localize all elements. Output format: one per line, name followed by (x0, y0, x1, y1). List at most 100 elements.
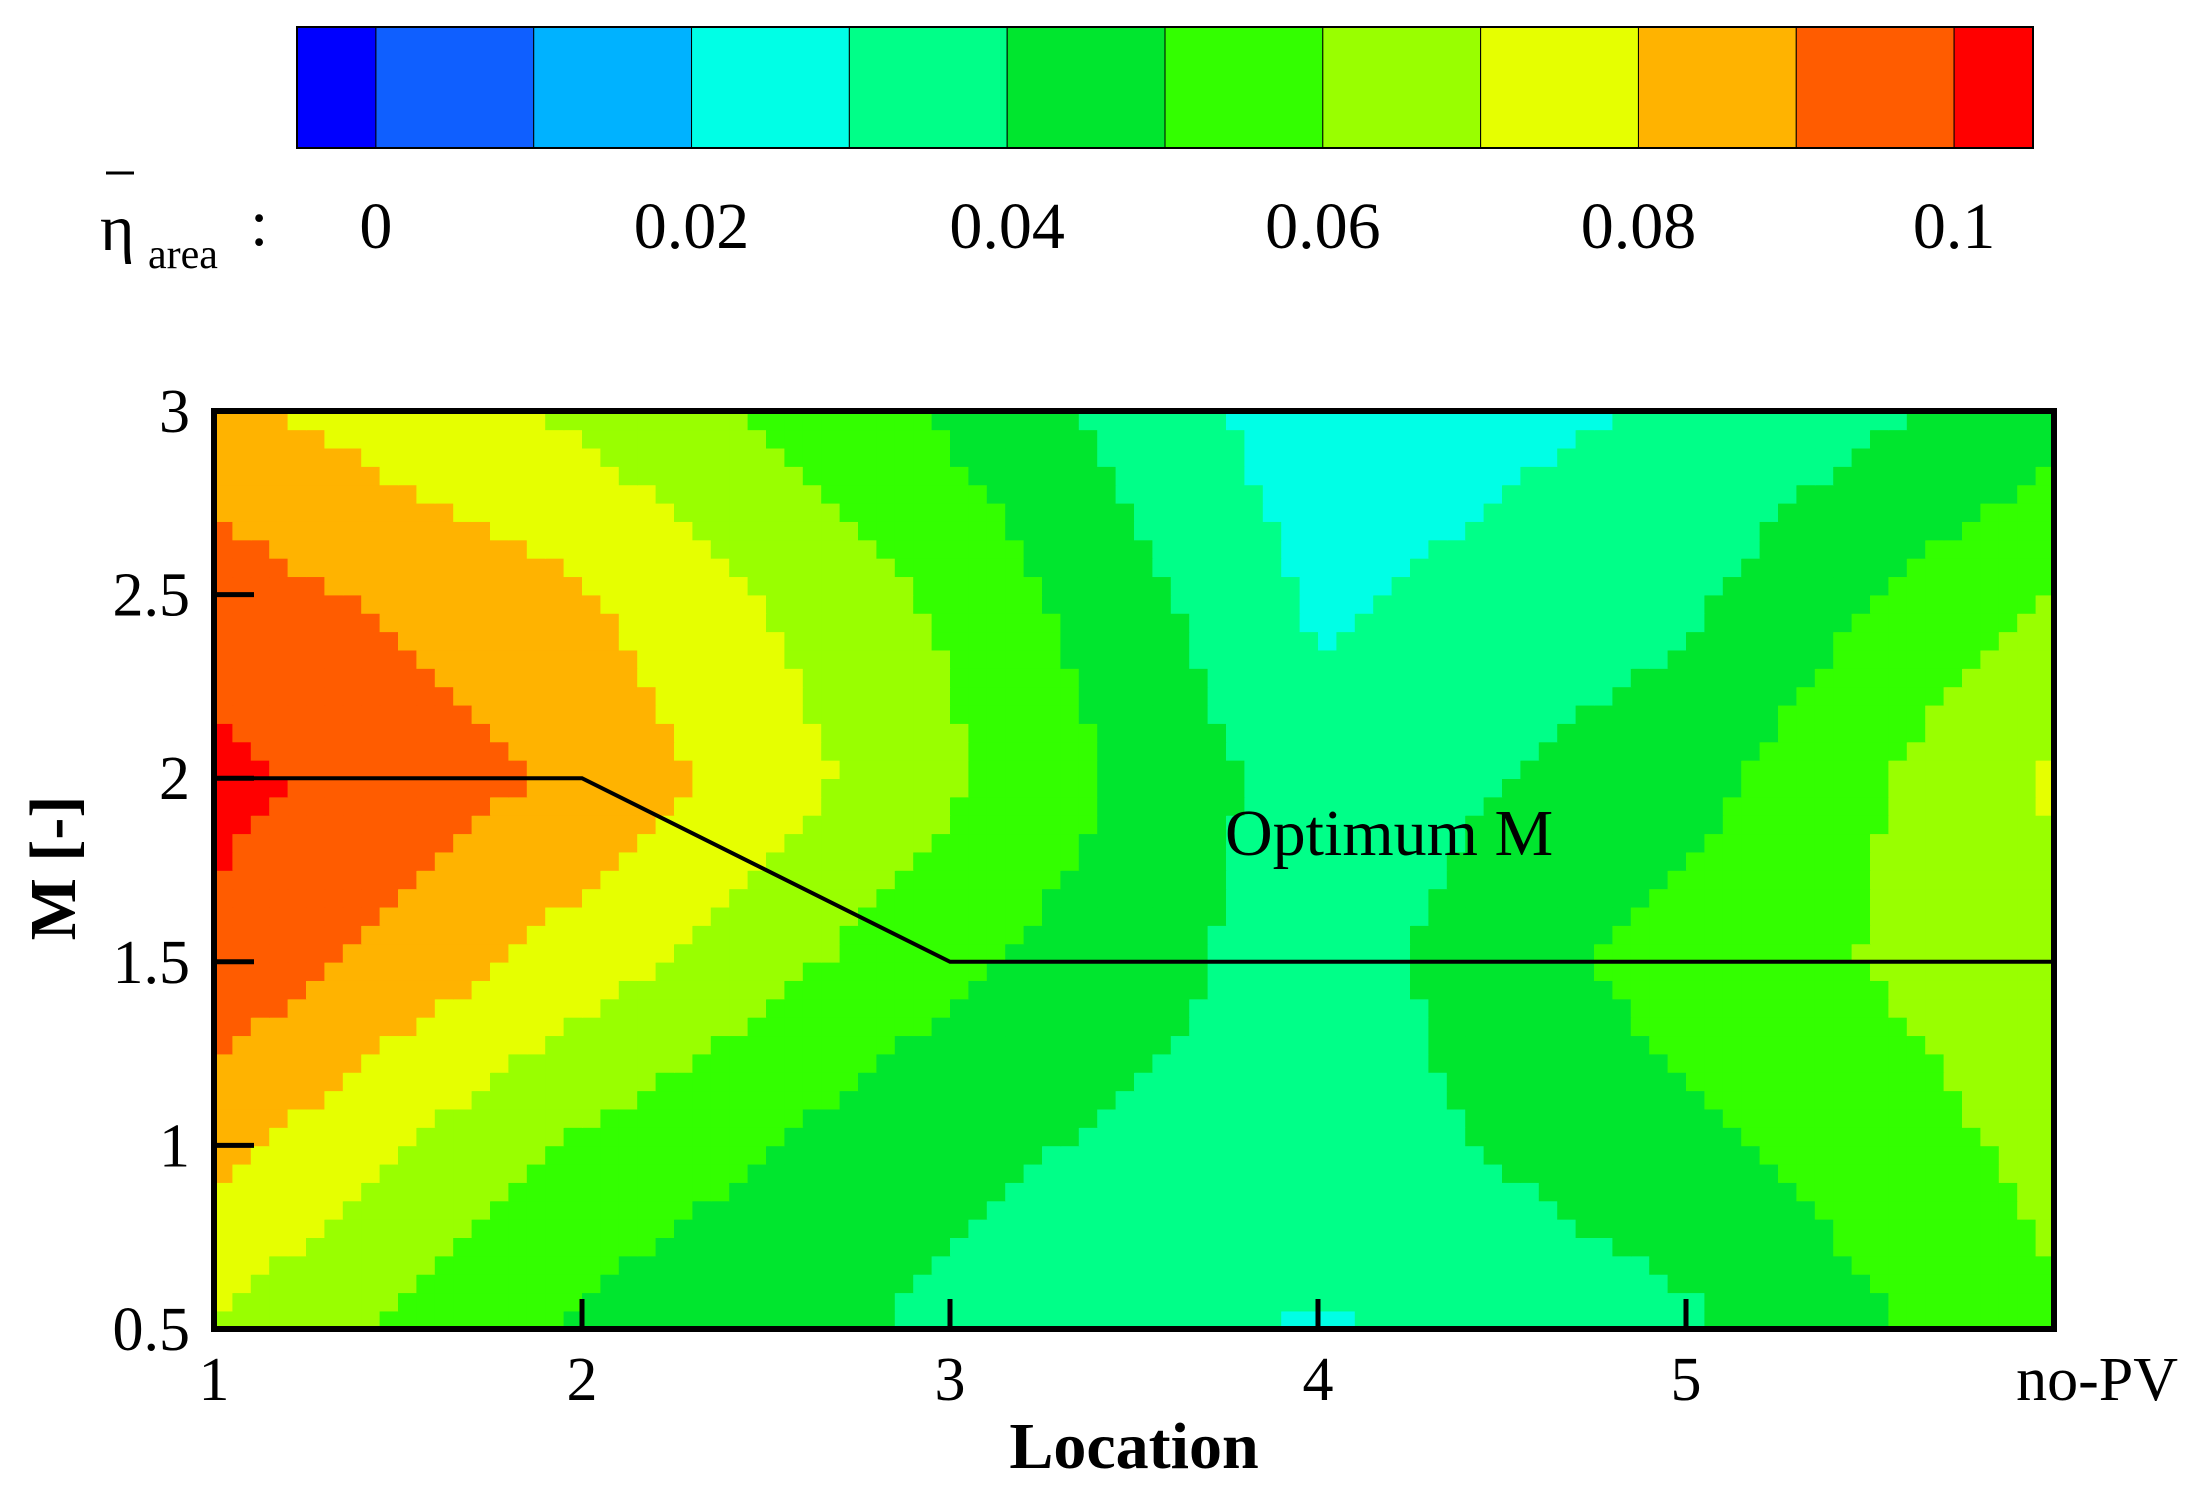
contour-cell (1722, 631, 1742, 651)
contour-cell (1299, 980, 1319, 1000)
contour-cell (931, 906, 951, 926)
contour-cell (1391, 557, 1411, 578)
contour-cell (1925, 1127, 1945, 1147)
contour-cell (1906, 814, 1926, 835)
contour-cell (508, 649, 528, 669)
contour-cell (545, 1016, 565, 1037)
contour-cell (434, 870, 454, 890)
contour-cell (1042, 466, 1062, 486)
contour-cell (1870, 594, 1890, 614)
contour-cell (1465, 1218, 1485, 1238)
contour-cell (1170, 1071, 1190, 1092)
contour-cell (766, 814, 786, 835)
contour-cell (1906, 502, 1926, 522)
contour-cell (1906, 631, 1926, 651)
contour-cell (766, 539, 786, 559)
contour-cell (269, 594, 289, 614)
contour-cell (1906, 521, 1926, 541)
contour-cell (1520, 704, 1540, 724)
contour-cell (471, 539, 491, 559)
contour-cell (1410, 888, 1430, 908)
contour-cell (1391, 778, 1411, 798)
contour-cell (674, 1127, 694, 1147)
contour-cell (1170, 1053, 1190, 1073)
contour-cell (1244, 1255, 1264, 1275)
contour-cell (1299, 1053, 1319, 1073)
contour-cell (1097, 814, 1117, 835)
contour-cell (1446, 1145, 1466, 1165)
contour-cell (1925, 1071, 1945, 1092)
contour-cell (821, 447, 841, 467)
contour-cell (1630, 612, 1650, 633)
contour-cell (2035, 502, 2054, 522)
contour-cell (858, 870, 878, 890)
contour-cell (747, 759, 767, 779)
contour-cell (1888, 1273, 1908, 1294)
contour-cell (1097, 870, 1117, 890)
contour-cell (1134, 814, 1154, 835)
contour-cell (1667, 1273, 1687, 1294)
contour-cell (710, 1218, 730, 1238)
contour-cell (214, 814, 234, 835)
contour-cell (1244, 576, 1264, 596)
contour-cell (1722, 1200, 1742, 1220)
contour-cell (1428, 778, 1448, 798)
contour-cell (526, 888, 546, 908)
contour-cell (1207, 1163, 1227, 1183)
contour-cell (1097, 1182, 1117, 1202)
contour-cell (1502, 1255, 1522, 1275)
contour-cell (968, 1310, 988, 1329)
contour-cell (968, 1273, 988, 1294)
contour-cell (379, 557, 399, 578)
contour-cell (526, 833, 546, 853)
contour-cell (1244, 741, 1264, 761)
contour-cell (287, 411, 307, 431)
contour-cell (434, 594, 454, 614)
contour-cell (324, 612, 344, 633)
contour-cell (287, 741, 307, 761)
contour-cell (250, 557, 270, 578)
contour-cell (1483, 1200, 1503, 1220)
contour-cell (508, 576, 528, 596)
contour-cell (784, 778, 804, 798)
contour-cell (1336, 778, 1356, 798)
contour-cell (1023, 1071, 1043, 1092)
contour-cell (839, 906, 859, 926)
contour-cell (1980, 980, 2000, 1000)
contour-cell (784, 925, 804, 945)
contour-cell (968, 429, 988, 449)
contour-cell (1520, 521, 1540, 541)
contour-cell (1428, 814, 1448, 835)
contour-cell (1483, 1292, 1503, 1312)
contour-cell (1152, 925, 1172, 945)
contour-cell (545, 1127, 565, 1147)
contour-cell (324, 870, 344, 890)
contour-cell (379, 521, 399, 541)
contour-cell (490, 1053, 510, 1073)
contour-cell (1741, 778, 1761, 798)
contour-cell (729, 851, 749, 871)
contour-cell (269, 778, 289, 798)
contour-cell (1170, 704, 1190, 724)
contour-cell (1538, 1053, 1558, 1073)
contour-cell (471, 925, 491, 945)
contour-cell (416, 961, 436, 981)
contour-cell (1612, 1182, 1632, 1202)
contour-cell (1630, 851, 1650, 871)
contour-cell (342, 466, 362, 486)
contour-cell (379, 466, 399, 486)
contour-cell (1244, 502, 1264, 522)
contour-cell (1299, 759, 1319, 779)
contour-cell (2035, 1108, 2054, 1128)
contour-cell (729, 1090, 749, 1110)
contour-cell (1538, 539, 1558, 559)
contour-cell (986, 411, 1006, 431)
contour-cell (582, 612, 602, 633)
contour-cell (821, 1145, 841, 1165)
contour-cell (379, 723, 399, 743)
contour-cell (1410, 1255, 1430, 1275)
contour-cell (1207, 851, 1227, 871)
contour-cell (379, 631, 399, 651)
contour-cell (526, 759, 546, 779)
contour-cell (1925, 814, 1945, 835)
